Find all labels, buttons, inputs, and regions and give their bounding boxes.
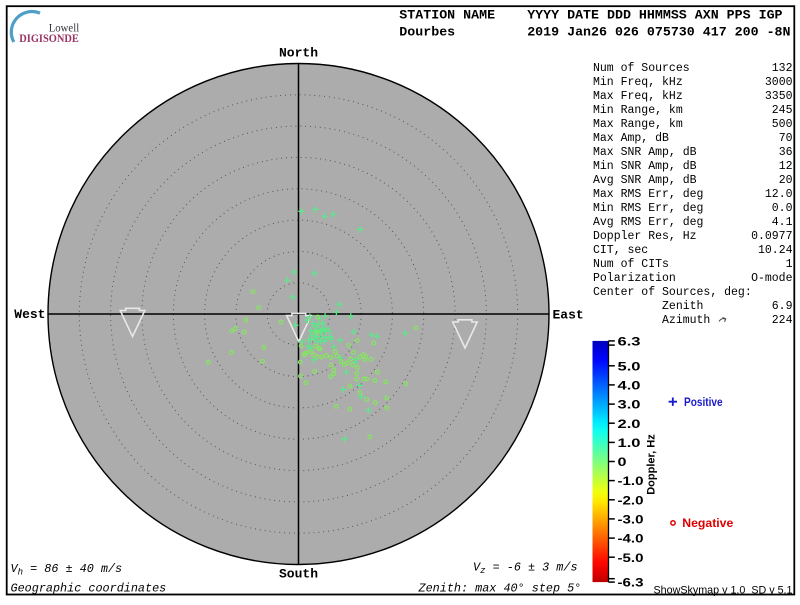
svg-text:Vh = 86 ± 40 m/s: Vh = 86 ± 40 m/s [11, 562, 123, 578]
svg-text:70: 70 [779, 132, 793, 145]
svg-text:36: 36 [779, 146, 793, 159]
svg-text:Min Freq, kHz: Min Freq, kHz [593, 76, 683, 89]
svg-text:Min RMS Err, deg: Min RMS Err, deg [593, 202, 703, 215]
svg-text:YYYY DATE DDD HHMMSS AXN PPS: YYYY DATE DDD HHMMSS AXN PPS IGP [527, 8, 782, 23]
svg-text:Lowell: Lowell [49, 22, 79, 34]
svg-text:6.9: 6.9 [772, 300, 793, 313]
svg-text:DIGISONDE: DIGISONDE [19, 33, 79, 45]
svg-text:3350: 3350 [765, 90, 793, 103]
svg-text:Positive: Positive [684, 395, 723, 409]
svg-text:Num of CITs: Num of CITs [593, 258, 669, 271]
svg-text:4.0: 4.0 [618, 379, 641, 393]
svg-text:Min Range, km: Min Range, km [593, 104, 683, 117]
svg-text:ShowSkymap v 1.0 SD v 5.1: ShowSkymap v 1.0 SD v 5.1 [654, 585, 793, 597]
svg-text:500: 500 [772, 118, 793, 131]
svg-text:Zenith: Zenith [593, 300, 703, 313]
svg-text:0: 0 [618, 455, 627, 469]
svg-text:245: 245 [772, 104, 793, 117]
svg-text:Dourbes: Dourbes [399, 24, 455, 39]
svg-text:0.0: 0.0 [772, 202, 793, 215]
svg-text:10.24: 10.24 [758, 244, 793, 257]
svg-text:3000: 3000 [765, 76, 793, 89]
svg-text:-4.0: -4.0 [618, 532, 644, 546]
svg-text:-1.0: -1.0 [618, 474, 644, 488]
svg-text:3.0: 3.0 [618, 398, 641, 412]
svg-text:-2.0: -2.0 [618, 493, 644, 507]
svg-text:Max Amp, dB: Max Amp, dB [593, 132, 669, 145]
svg-text:Avg RMS Err, deg: Avg RMS Err, deg [593, 216, 703, 229]
svg-text:12: 12 [779, 160, 793, 173]
svg-text:Doppler, Hz: Doppler, Hz [646, 434, 658, 495]
svg-text:Min SNR Amp, dB: Min SNR Amp, dB [593, 160, 697, 173]
svg-text:O-mode: O-mode [751, 272, 793, 285]
svg-text:1.0: 1.0 [618, 436, 641, 450]
svg-text:CIT, sec: CIT, sec [593, 244, 648, 257]
svg-text:Zenith: max 40° step 5°: Zenith: max 40° step 5° [418, 582, 582, 596]
svg-text:Geographic coordinates: Geographic coordinates [11, 581, 167, 595]
svg-text:-3.0: -3.0 [618, 513, 644, 527]
svg-text:Num of Sources: Num of Sources [593, 62, 690, 75]
svg-text:0.0977: 0.0977 [751, 230, 792, 243]
svg-text:224: 224 [772, 314, 793, 327]
svg-text:Polarization: Polarization [593, 272, 676, 285]
svg-text:South: South [279, 567, 318, 582]
svg-text:Azimuth: Azimuth [593, 314, 710, 327]
svg-text:4.1: 4.1 [772, 216, 793, 229]
svg-text:132: 132 [772, 62, 793, 75]
svg-text:North: North [279, 46, 318, 61]
svg-text:-6.3: -6.3 [618, 576, 644, 590]
svg-text:12.0: 12.0 [765, 188, 793, 201]
svg-text:20: 20 [779, 174, 793, 187]
svg-text:Negative: Negative [682, 516, 733, 530]
svg-text:Max RMS Err, deg: Max RMS Err, deg [593, 188, 703, 201]
svg-text:Max Range, km: Max Range, km [593, 118, 683, 131]
svg-text:Max SNR Amp, dB: Max SNR Amp, dB [593, 146, 697, 159]
svg-text:5.0: 5.0 [618, 359, 641, 373]
svg-text:STATION NAME: STATION NAME [399, 8, 495, 23]
svg-text:Max Freq, kHz: Max Freq, kHz [593, 90, 683, 103]
svg-text:Center of Sources, deg:: Center of Sources, deg: [593, 286, 752, 299]
svg-text:-5.0: -5.0 [618, 551, 644, 565]
svg-text:2.0: 2.0 [618, 417, 641, 431]
svg-text:East: East [553, 307, 584, 322]
svg-text:6.3: 6.3 [618, 335, 641, 349]
svg-text:1: 1 [786, 258, 793, 271]
svg-text:Vz = -6 ± 3 m/s: Vz = -6 ± 3 m/s [473, 561, 578, 577]
svg-text:2019 Jan26 026 075730 417 200: 2019 Jan26 026 075730 417 200 -8N [527, 24, 790, 39]
svg-text:Avg SNR Amp, dB: Avg SNR Amp, dB [593, 174, 697, 187]
svg-text:West: West [14, 307, 45, 322]
svg-text:Doppler Res, Hz: Doppler Res, Hz [593, 230, 697, 243]
